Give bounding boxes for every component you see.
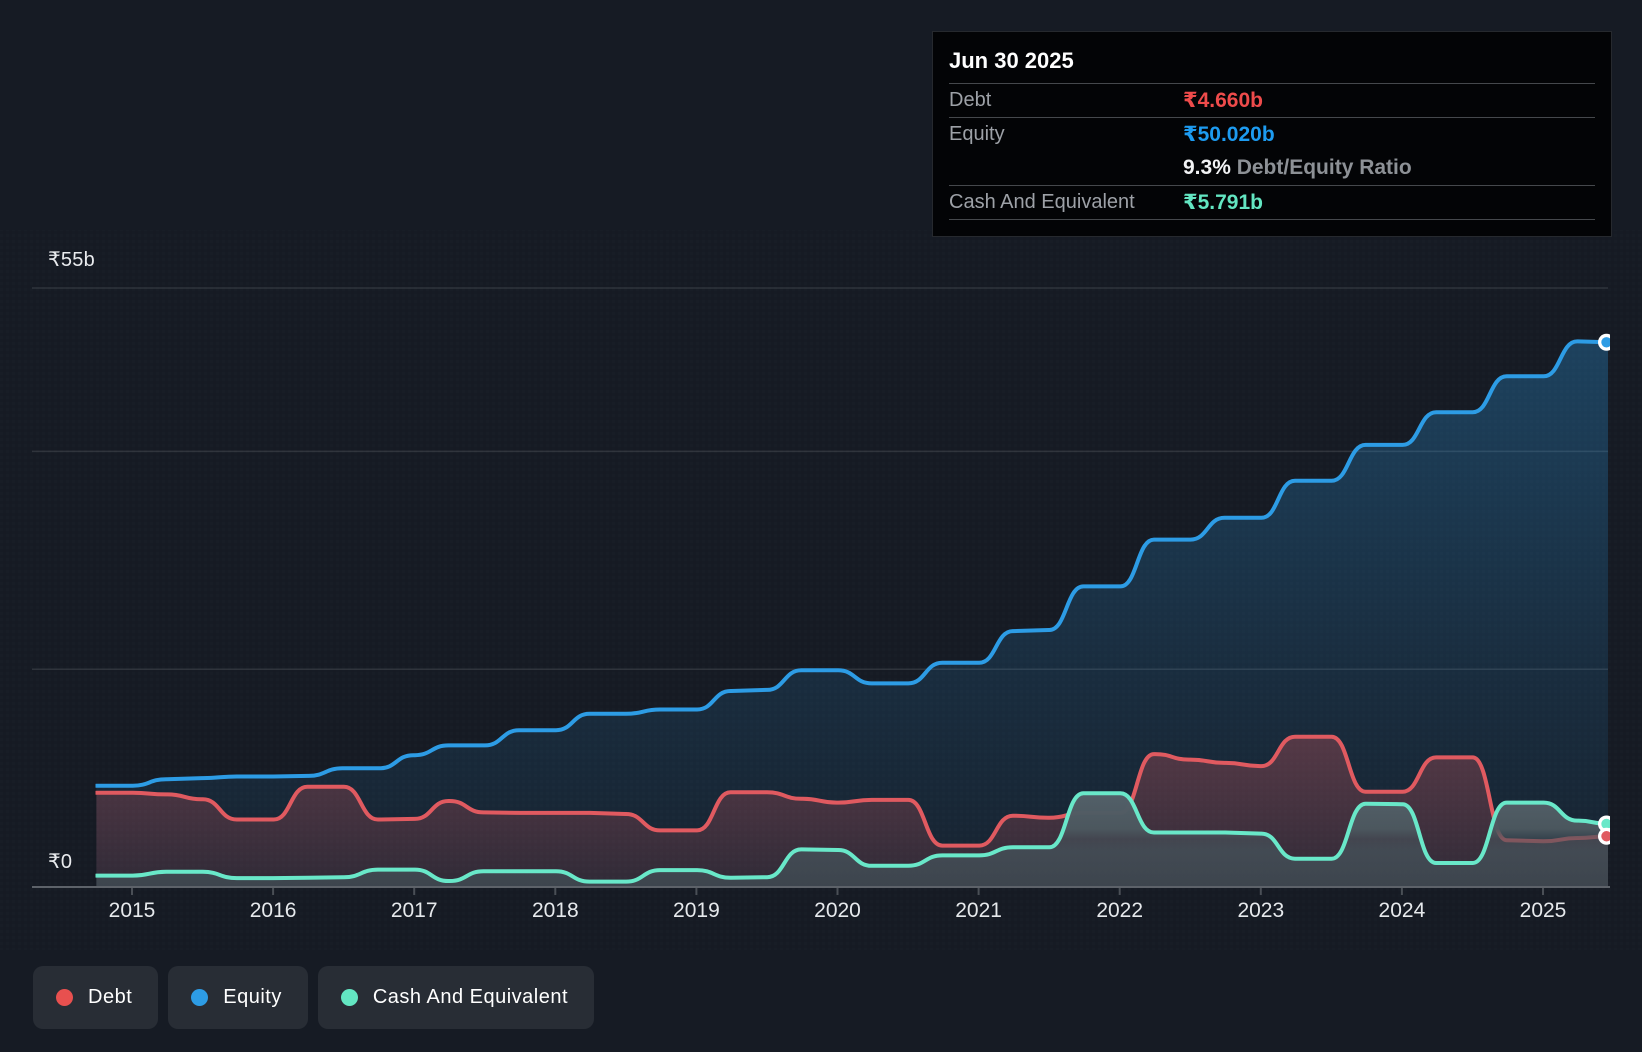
x-axis-label-2022: 2022: [1096, 899, 1144, 922]
debt-series-dot-icon: [56, 989, 73, 1006]
cash-line: [95, 791, 1610, 884]
chart-legend: Debt Equity Cash And Equivalent: [33, 966, 595, 1029]
tooltip-row-ratio: 9.3% Debt/Equity Ratio: [949, 151, 1595, 185]
equity-line: [95, 339, 1610, 788]
cash-area: [96, 793, 1608, 887]
tooltip-ratio-caption: Debt/Equity Ratio: [1230, 156, 1412, 179]
tooltip-equity-label: Equity: [949, 123, 1005, 145]
chart-tooltip: Jun 30 2025 Debt ₹4.660b Equity ₹50.020b…: [932, 31, 1612, 237]
tooltip-debt-label: Debt: [949, 89, 992, 111]
y-axis-label-55b: ₹55b: [48, 249, 95, 271]
tooltip-equity-value: ₹50.020b: [1183, 123, 1275, 146]
cash-series-dot-icon: [340, 989, 358, 1006]
x-axis-label-2017: 2017: [390, 899, 438, 922]
x-axis-label-2016: 2016: [249, 899, 297, 922]
cash-endpoint-marker: [1601, 818, 1610, 830]
tooltip-row-cash: Cash And Equivalent ₹5.791b: [949, 185, 1595, 219]
x-axis-label-2021: 2021: [955, 899, 1002, 922]
y-axis-label-0: ₹0: [48, 851, 73, 873]
tooltip-ratio-percent: 9.3%: [1183, 156, 1231, 179]
tooltip-row-debt: Debt ₹4.660b: [949, 83, 1595, 117]
legend-item-debt[interactable]: Debt: [33, 966, 159, 1029]
equity-area: [96, 341, 1608, 887]
legend-label-equity: Equity: [223, 986, 282, 1008]
legend-label-debt: Debt: [88, 986, 133, 1008]
x-axis-label-2025: 2025: [1519, 899, 1567, 922]
plot-area: [95, 333, 1610, 887]
tooltip-date: Jun 30 2025: [949, 48, 1074, 73]
equity-endpoint-marker: [1601, 337, 1610, 348]
legend-label-cash: Cash And Equivalent: [372, 986, 569, 1008]
tooltip-row-equity: Equity ₹50.020b: [949, 117, 1595, 151]
tooltip-cash-value: ₹5.791b: [1183, 191, 1263, 214]
legend-item-equity[interactable]: Equity: [168, 966, 308, 1029]
equity-series-dot-icon: [191, 989, 209, 1006]
x-axis-label-2020: 2020: [814, 899, 861, 922]
tooltip-debt-value: ₹4.660b: [1183, 89, 1263, 112]
tooltip-ratio-value: 9.3% Debt/Equity Ratio: [1183, 156, 1412, 180]
x-axis-label-2019: 2019: [673, 899, 720, 922]
tooltip-cash-label: Cash And Equivalent: [949, 191, 1135, 213]
x-axis-label-2015: 2015: [108, 899, 156, 922]
x-axis-label-2024: 2024: [1378, 899, 1426, 922]
debt-line: [95, 734, 1610, 848]
x-axis-label-2018: 2018: [531, 899, 579, 922]
tooltip-bottom-padding: [949, 219, 1595, 236]
legend-item-cash[interactable]: Cash And Equivalent: [317, 966, 595, 1029]
x-axis-label-2023: 2023: [1237, 899, 1285, 922]
x-axis-ticks: [131, 888, 1544, 895]
debt-endpoint-marker: [1601, 831, 1610, 842]
